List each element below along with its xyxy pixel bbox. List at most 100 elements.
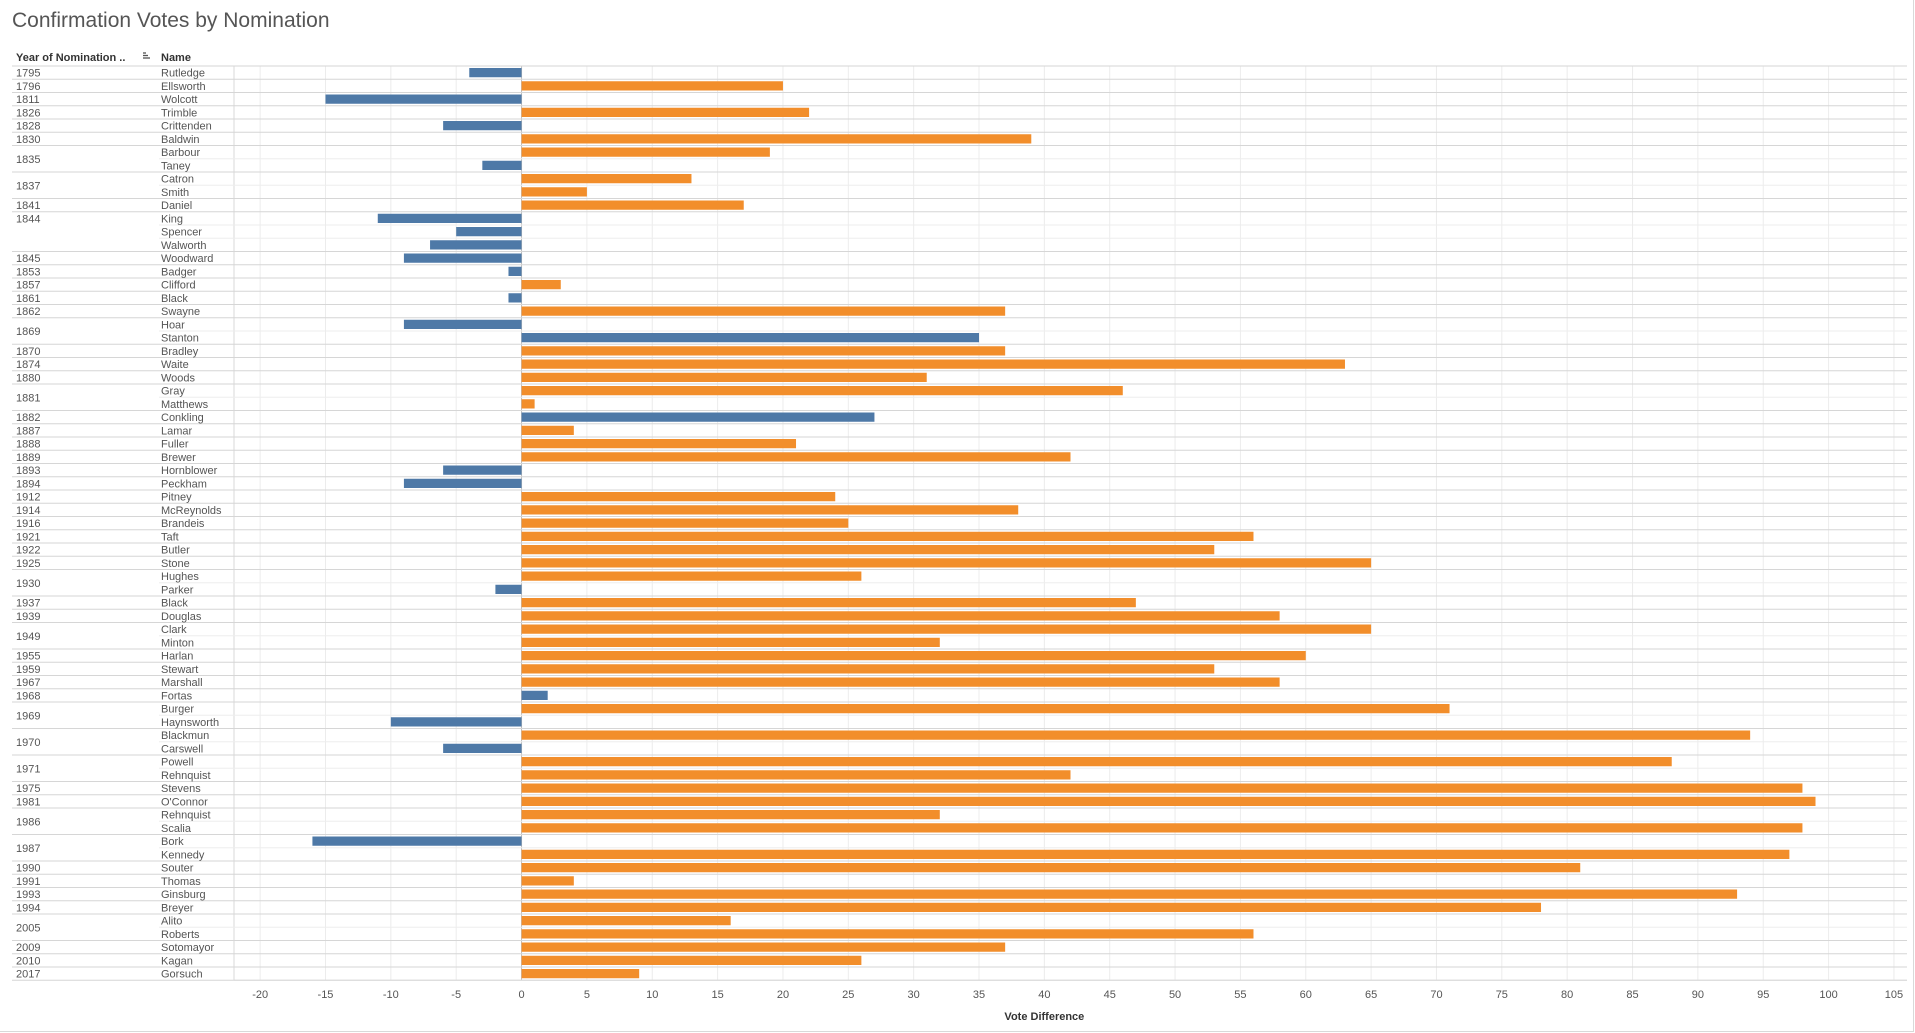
name-label: Thomas <box>161 876 201 888</box>
name-label: Clifford <box>161 280 196 292</box>
bar-badger[interactable] <box>508 266 522 276</box>
bar-kagan[interactable] <box>521 955 862 965</box>
bar-barbour[interactable] <box>521 147 770 157</box>
bar-matthews[interactable] <box>521 399 535 409</box>
name-label: Lamar <box>161 425 193 437</box>
name-label: Hoar <box>161 319 185 331</box>
year-label: 2017 <box>16 969 40 981</box>
bar-douglas[interactable] <box>521 611 1280 621</box>
bar-king[interactable] <box>377 213 522 223</box>
bar-waite[interactable] <box>521 359 1345 369</box>
bar-ginsburg[interactable] <box>521 889 1738 899</box>
x-tick-label: 65 <box>1365 989 1377 1001</box>
year-column-header[interactable]: Year of Nomination .. <box>16 52 125 64</box>
bar-marshall[interactable] <box>521 677 1280 687</box>
name-label: Hughes <box>161 571 199 583</box>
bar-souter[interactable] <box>521 863 1581 873</box>
bar-oconnor[interactable] <box>521 796 1816 806</box>
bar-burger[interactable] <box>521 704 1450 714</box>
bar-conkling[interactable] <box>521 412 875 422</box>
bar-kennedy[interactable] <box>521 849 1790 859</box>
year-label: 1874 <box>16 359 40 371</box>
name-label: Stanton <box>161 333 199 345</box>
bar-carswell[interactable] <box>443 743 522 753</box>
bar-butler[interactable] <box>521 545 1215 555</box>
year-label: 1835 <box>16 154 40 166</box>
bar-black[interactable] <box>521 598 1136 608</box>
bar-hoar[interactable] <box>403 319 522 329</box>
bar-stone[interactable] <box>521 558 1372 568</box>
bar-rehnquist[interactable] <box>521 770 1071 780</box>
name-label: Fuller <box>161 439 189 451</box>
bar-wolcott[interactable] <box>325 94 522 104</box>
bar-black[interactable] <box>508 293 522 303</box>
bar-fortas[interactable] <box>521 690 548 700</box>
bar-ellsworth[interactable] <box>521 81 783 91</box>
name-label: Rehnquist <box>161 810 211 822</box>
year-label: 1870 <box>16 346 40 358</box>
x-tick-label: 30 <box>908 989 920 1001</box>
year-label: 1987 <box>16 843 40 855</box>
bar-swayne[interactable] <box>521 306 1006 316</box>
name-label: Marshall <box>161 677 203 689</box>
bar-hornblower[interactable] <box>443 465 522 475</box>
bar-harlan[interactable] <box>521 651 1306 661</box>
bar-peckham[interactable] <box>403 478 522 488</box>
sort-icon[interactable] <box>143 52 150 59</box>
bar-daniel[interactable] <box>521 200 744 210</box>
bar-hughes[interactable] <box>521 571 862 581</box>
name-label: Ginsburg <box>161 889 206 901</box>
bar-baldwin[interactable] <box>521 134 1032 144</box>
bar-mcreynolds[interactable] <box>521 505 1019 515</box>
bar-brewer[interactable] <box>521 452 1071 462</box>
bar-minton[interactable] <box>521 637 940 647</box>
x-axis: -20 -15 -10 -5 0 5 10 15 20 25 30 35 40 45 50 55 60 65 70 7… <box>234 979 1907 1023</box>
name-column-header[interactable]: Name <box>161 52 191 64</box>
bar-woods[interactable] <box>521 372 927 382</box>
bar-taney[interactable] <box>482 160 522 170</box>
bar-roberts[interactable] <box>521 929 1254 939</box>
bar-powell[interactable] <box>521 757 1672 767</box>
bar-haynsworth[interactable] <box>390 717 522 727</box>
bar-brandeis[interactable] <box>521 518 849 528</box>
bar-clifford[interactable] <box>521 280 561 290</box>
bar-smith[interactable] <box>521 187 587 197</box>
bar-lamar[interactable] <box>521 425 574 435</box>
bar-thomas[interactable] <box>521 876 574 886</box>
bar-rehnquist[interactable] <box>521 810 940 820</box>
name-label: Alito <box>161 916 182 928</box>
bar-gorsuch[interactable] <box>521 969 640 979</box>
bar-scalia[interactable] <box>521 823 1803 833</box>
bar-stanton[interactable] <box>521 333 980 343</box>
bar-bork[interactable] <box>312 836 522 846</box>
name-label: Minton <box>161 637 194 649</box>
bar-spencer[interactable] <box>456 227 522 237</box>
bar-sotomayor[interactable] <box>521 942 1006 952</box>
bar-stevens[interactable] <box>521 783 1803 793</box>
bar-breyer[interactable] <box>521 902 1542 912</box>
name-label: Stewart <box>161 664 198 676</box>
bar-woodward[interactable] <box>403 253 522 263</box>
bar-rutledge[interactable] <box>469 68 522 78</box>
bar-fuller[interactable] <box>521 439 797 449</box>
year-label: 2010 <box>16 955 40 967</box>
bar-crittenden[interactable] <box>443 121 522 131</box>
bar-alito[interactable] <box>521 916 731 926</box>
bar-walworth[interactable] <box>430 240 522 250</box>
name-label: Clark <box>161 624 187 636</box>
name-label: Taft <box>161 531 179 543</box>
bar-pitney[interactable] <box>521 492 836 502</box>
bar-gray[interactable] <box>521 386 1123 396</box>
bar-parker[interactable] <box>495 584 522 594</box>
bar-trimble[interactable] <box>521 107 810 117</box>
bar-taft[interactable] <box>521 531 1254 541</box>
x-tick-label: -10 <box>383 989 399 1001</box>
bar-stewart[interactable] <box>521 664 1215 674</box>
x-tick-label: 90 <box>1692 989 1704 1001</box>
bar-bradley[interactable] <box>521 346 1006 356</box>
year-label: 1949 <box>16 631 40 643</box>
bar-blackmun[interactable] <box>521 730 1751 740</box>
bar-catron[interactable] <box>521 174 692 184</box>
bar-clark[interactable] <box>521 624 1372 634</box>
